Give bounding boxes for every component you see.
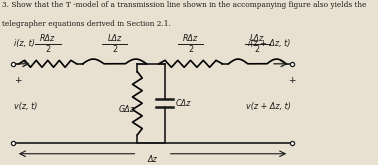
Text: +: + xyxy=(14,76,22,85)
Text: i(z + Δz, t): i(z + Δz, t) xyxy=(248,39,291,48)
Text: 2: 2 xyxy=(112,45,117,54)
Text: CΔz: CΔz xyxy=(175,99,191,108)
Text: 2: 2 xyxy=(255,45,260,54)
Text: RΔz: RΔz xyxy=(40,33,56,43)
Text: 3. Show that the T -model of a transmission line shown in the accompanying figur: 3. Show that the T -model of a transmiss… xyxy=(2,1,367,9)
Text: LΔz: LΔz xyxy=(250,33,265,43)
Text: Δz: Δz xyxy=(148,155,157,164)
Text: GΔz: GΔz xyxy=(118,105,134,114)
Text: RΔz: RΔz xyxy=(183,33,198,43)
Text: 2: 2 xyxy=(45,45,50,54)
Text: 2: 2 xyxy=(188,45,193,54)
Text: telegrapher equations derived in Section 2.1.: telegrapher equations derived in Section… xyxy=(2,20,171,28)
Text: +: + xyxy=(288,76,295,85)
Text: v(z + Δz, t): v(z + Δz, t) xyxy=(246,102,291,111)
Text: LΔz: LΔz xyxy=(107,33,122,43)
Text: v(z, t): v(z, t) xyxy=(14,102,38,111)
Text: i(z, t): i(z, t) xyxy=(14,39,35,48)
